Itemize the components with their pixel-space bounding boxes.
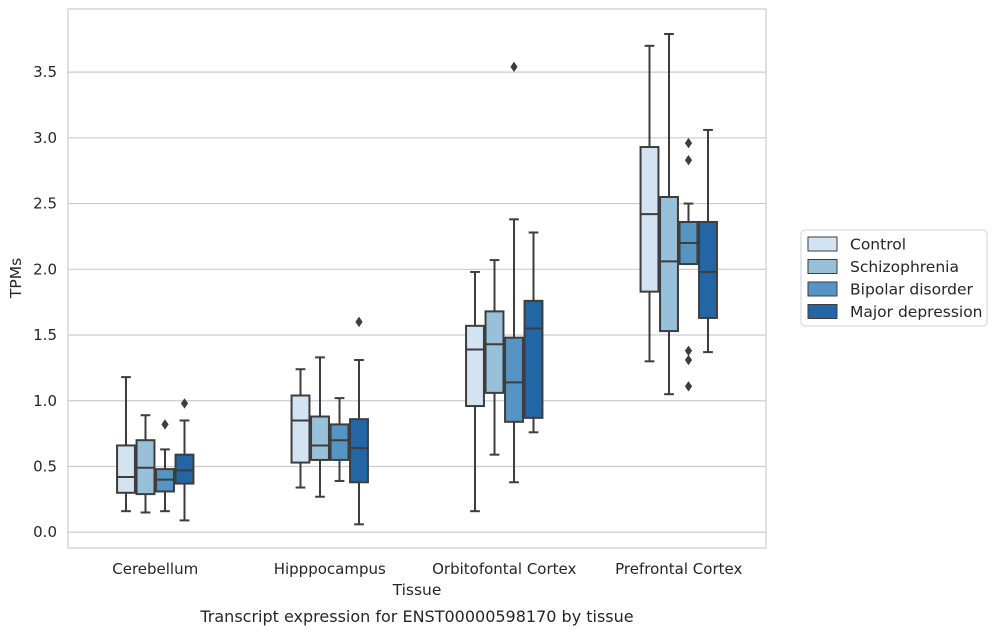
outlier-point bbox=[355, 316, 363, 328]
box-body bbox=[698, 220, 718, 319]
legend-label: Bipolar disorder bbox=[850, 281, 974, 299]
box-control bbox=[290, 368, 311, 489]
y-tick-label: 2.0 bbox=[33, 260, 57, 278]
outlier-point bbox=[180, 398, 189, 409]
x-tick-label: Cerebellum bbox=[112, 560, 198, 578]
box-major-depression bbox=[349, 316, 369, 526]
box-major-depression bbox=[698, 128, 718, 354]
legend: Control Schizophrenia Bipolar disorder Majo… bbox=[800, 229, 988, 327]
box-major-depression bbox=[174, 398, 195, 522]
outlier-point bbox=[684, 381, 693, 392]
box-groups bbox=[116, 32, 718, 526]
x-tick-label: Prefrontal Cortex bbox=[615, 560, 742, 578]
y-tick-label: 3.5 bbox=[33, 63, 57, 81]
box-body bbox=[310, 415, 330, 461]
outlier-point bbox=[684, 345, 693, 357]
outlier-point bbox=[510, 61, 518, 73]
plot-frame bbox=[67, 8, 767, 549]
y-tick-label: 2.5 bbox=[33, 195, 57, 213]
legend-swatch bbox=[807, 281, 838, 297]
box-body bbox=[484, 310, 505, 394]
box-schizophrenia bbox=[135, 414, 156, 514]
box-body bbox=[465, 324, 485, 408]
box-body bbox=[639, 146, 660, 293]
box-body bbox=[523, 299, 544, 419]
y-tick-label: 1.0 bbox=[33, 392, 57, 410]
box-body bbox=[659, 195, 679, 333]
box-body bbox=[290, 394, 311, 464]
legend-swatch bbox=[807, 236, 838, 252]
x-tick-label: Orbitofontal Cortex bbox=[432, 560, 576, 578]
box-control bbox=[465, 270, 485, 513]
box-major-depression bbox=[523, 231, 544, 434]
box-body bbox=[174, 453, 195, 485]
outlier-point bbox=[684, 354, 693, 366]
y-tick-labels: 0.0 0.5 1.0 1.5 2.0 2.5 3.0 3.5 bbox=[33, 63, 57, 541]
box-schizophrenia bbox=[659, 32, 679, 396]
legend-frame bbox=[800, 229, 988, 327]
box-schizophrenia bbox=[310, 356, 330, 498]
box-bipolar-disorder bbox=[155, 419, 175, 513]
legend-label: Control bbox=[850, 236, 906, 254]
box-control bbox=[116, 376, 136, 513]
legend-label: Schizophrenia bbox=[850, 258, 959, 276]
box-body bbox=[116, 444, 136, 494]
box-body bbox=[329, 423, 350, 461]
x-tick-labels: Cerebellum Hipppocampus Orbitofontal Corte… bbox=[112, 560, 742, 578]
y-tick-label: 0.0 bbox=[33, 523, 57, 541]
box-body bbox=[349, 418, 369, 484]
box-body bbox=[504, 336, 524, 423]
outlier-point bbox=[161, 419, 169, 430]
y-tick-label: 1.5 bbox=[33, 326, 57, 344]
box-bipolar-disorder bbox=[329, 397, 350, 482]
box-bipolar-disorder bbox=[678, 137, 699, 392]
outlier-point bbox=[684, 154, 693, 166]
chart-caption: Transcript expression for ENST0000059817… bbox=[199, 607, 633, 626]
y-axis-label: TPMs bbox=[7, 258, 25, 299]
outlier-point bbox=[684, 137, 693, 149]
box-bipolar-disorder bbox=[504, 61, 524, 484]
legend-label: Major depression bbox=[850, 303, 983, 321]
y-tick-label: 3.0 bbox=[33, 129, 57, 147]
x-tick-label: Hipppocampus bbox=[274, 560, 386, 578]
box-schizophrenia bbox=[484, 259, 505, 456]
legend-swatch bbox=[807, 304, 838, 319]
box-control bbox=[639, 44, 660, 363]
legend-swatch bbox=[807, 259, 838, 274]
x-axis-label: Tissue bbox=[392, 581, 442, 599]
y-tick-label: 0.5 bbox=[33, 457, 57, 475]
